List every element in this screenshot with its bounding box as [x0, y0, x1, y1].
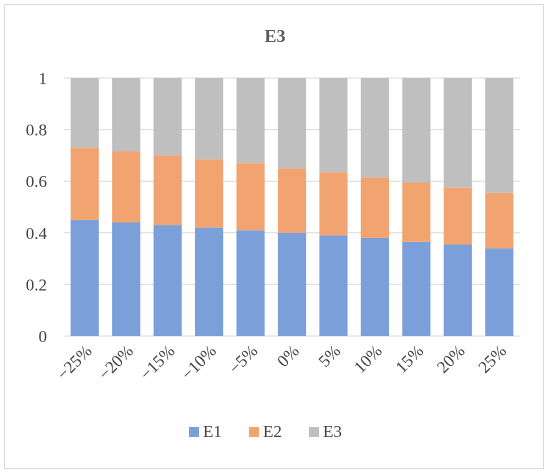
y-axis: 0 0.2 0.4 0.6 0.8 1 — [26, 69, 48, 346]
legend-label-e2: E2 — [263, 422, 282, 441]
bar-e2-4 — [236, 163, 265, 231]
bar-e1-5 — [277, 232, 307, 336]
x-tick-label: 5% — [315, 341, 344, 370]
bar-e2-3 — [194, 159, 224, 228]
bar-e3-7 — [360, 78, 390, 178]
bar-e2-6 — [319, 172, 348, 236]
bar-e1-6 — [319, 235, 348, 336]
bar-e3-3 — [194, 78, 224, 160]
x-tick-label: −20% — [95, 341, 137, 383]
bar-e2-1 — [112, 151, 141, 223]
bar-e3-1 — [112, 78, 141, 152]
x-tick-label: 25% — [475, 341, 510, 376]
y-tick-label: 0.2 — [26, 275, 47, 294]
legend: E1 E2 E3 — [189, 422, 342, 441]
y-tick-label: 0.6 — [26, 172, 47, 191]
bar-e3-5 — [277, 78, 307, 169]
legend-swatch-e2 — [249, 427, 259, 437]
bar-e2-7 — [360, 177, 390, 238]
x-tick-label: 0% — [273, 341, 302, 370]
y-tick-label: 0.8 — [26, 121, 47, 140]
bar-e2-8 — [402, 182, 431, 242]
bar-e2-0 — [70, 147, 99, 220]
bar-e1-9 — [443, 244, 472, 336]
x-tick-label: −5% — [225, 341, 261, 377]
x-tick-label: −25% — [53, 341, 95, 383]
chart-title: E3 — [264, 26, 285, 46]
bar-e3-2 — [153, 78, 182, 156]
x-axis: −25% −20% −15% −10% −5% 0% 5% 10% 15% 20% 25% — [53, 341, 510, 383]
bar-e1-3 — [194, 227, 224, 336]
x-tick-label: 20% — [433, 341, 468, 376]
bar-e2-10 — [485, 192, 514, 249]
bar-e3-4 — [236, 78, 265, 164]
legend-label-e3: E3 — [323, 422, 342, 441]
y-tick-label: 1 — [39, 69, 48, 88]
bar-e2-9 — [443, 187, 472, 245]
bars — [70, 78, 514, 336]
bar-e3-0 — [70, 78, 99, 148]
x-tick-label: 10% — [350, 341, 385, 376]
bar-e3-6 — [319, 78, 348, 173]
bar-e1-8 — [402, 241, 431, 336]
legend-swatch-e1 — [189, 427, 199, 437]
x-tick-label: −15% — [136, 341, 178, 383]
bar-e3-10 — [485, 78, 514, 193]
bar-e2-2 — [153, 155, 182, 226]
x-tick-label: 15% — [392, 341, 427, 376]
legend-label-e1: E1 — [203, 422, 222, 441]
bar-e3-8 — [402, 78, 431, 183]
bar-e1-2 — [153, 225, 182, 336]
legend-swatch-e3 — [309, 427, 319, 437]
bar-e2-5 — [277, 168, 307, 233]
bar-e3-9 — [443, 78, 472, 188]
bar-e1-10 — [485, 248, 514, 336]
bar-e1-0 — [70, 219, 99, 336]
y-tick-label: 0 — [39, 327, 48, 346]
bar-e1-7 — [360, 237, 390, 336]
y-tick-label: 0.4 — [26, 224, 48, 243]
bar-e1-1 — [112, 222, 141, 336]
bar-e1-4 — [236, 230, 265, 336]
x-tick-label: −10% — [178, 341, 220, 383]
